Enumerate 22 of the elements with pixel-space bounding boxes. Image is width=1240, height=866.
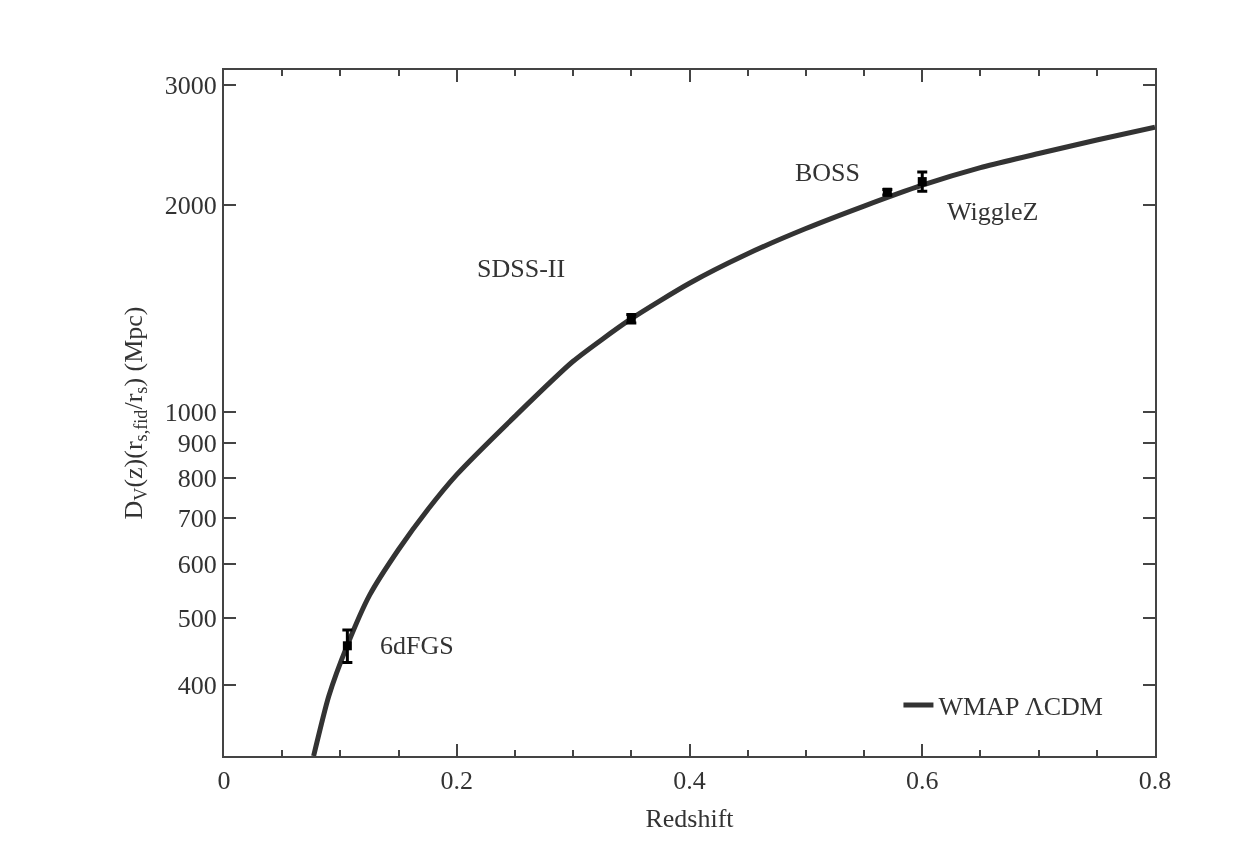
x-tick-label: 0.4 [673, 766, 706, 796]
x-axis-title: Redshift [645, 804, 735, 834]
annotation: SDSS-II [477, 254, 566, 283]
x-tick-label: 0 [217, 766, 231, 796]
y-tick-label: 500 [177, 604, 217, 634]
legend-label: WMAP ΛCDM [938, 692, 1103, 722]
annotation: 6dFGS [380, 631, 454, 660]
y-tick-label: 2000 [164, 191, 217, 221]
y-tick-label: 1000 [164, 397, 217, 427]
y-tick-label: 600 [177, 550, 217, 580]
annotation: WiggleZ [947, 197, 1039, 226]
y-tick-label: 700 [177, 504, 217, 534]
point [917, 177, 927, 187]
y-tick-label: 3000 [164, 70, 217, 100]
y-tick-label: 800 [177, 464, 217, 494]
point [342, 641, 352, 651]
x-tick-label: 0.8 [1138, 766, 1172, 796]
y-tick-label: 400 [177, 670, 217, 700]
x-tick-label: 0.6 [906, 766, 939, 796]
y-tick-label: 900 [177, 429, 217, 459]
x-tick-label: 0.2 [440, 766, 473, 796]
annotation: BOSS [795, 158, 861, 187]
